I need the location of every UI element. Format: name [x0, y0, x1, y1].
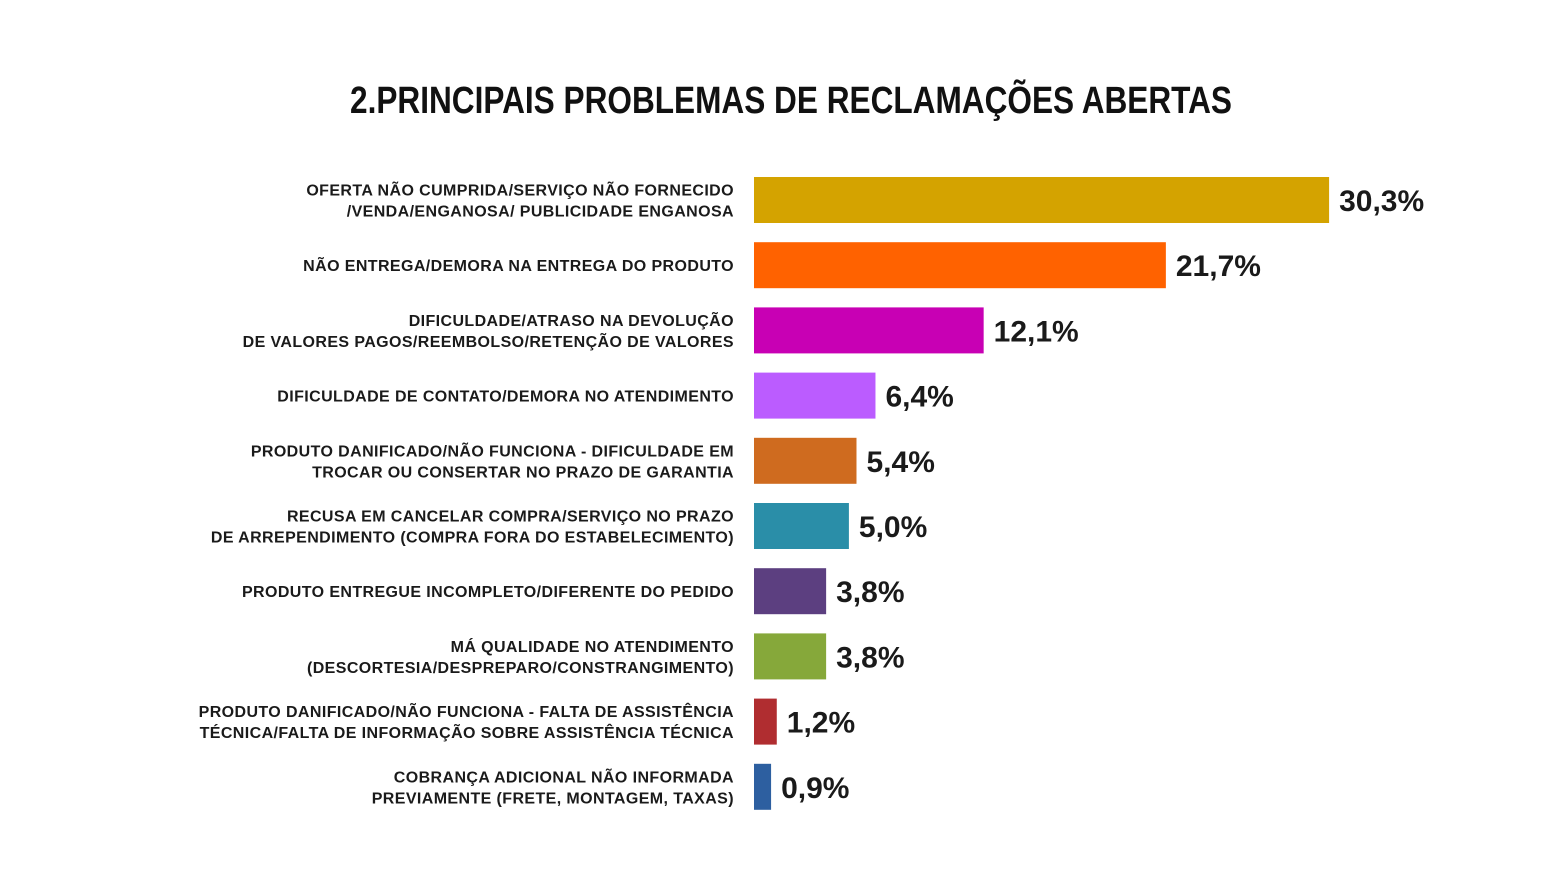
bar: [754, 177, 1330, 223]
category-label: PRODUTO DANIFICADO/NÃO FUNCIONA - DIFICU…: [251, 440, 734, 481]
bar: [754, 372, 876, 419]
category-label: MÁ QUALIDADE NO ATENDIMENTO (DESCORTESIA/…: [307, 637, 734, 677]
value-label: 3,8%: [836, 576, 904, 609]
category-line: DE ARREPENDIMENTO (COMPRA FORA DO ESTABE…: [211, 530, 734, 547]
bar: [754, 698, 777, 745]
bar: [754, 763, 772, 810]
bar: [754, 503, 849, 549]
category-line: PREVIAMENTE (FRETE, MONTAGEM, TAXAS): [372, 790, 734, 807]
category-line: PRODUTO ENTREGUE INCOMPLETO/DIFERENTE DO…: [242, 584, 734, 601]
value-label: 1,2%: [787, 707, 855, 740]
category-label: RECUSA EM CANCELAR COMPRA/SERVIÇO NO PRA…: [211, 509, 734, 547]
category-label: PRODUTO DANIFICADO/NÃO FUNCIONA - FALTA …: [199, 701, 734, 742]
category-line: (DESCORTESIA/DESPREPARO/CONSTRANGIMENTO): [307, 660, 734, 677]
category-label: DIFICULDADE/ATRASO NA DEVOLUÇÃO DE VALORE…: [243, 310, 734, 351]
category-line: TROCAR OU CONSERTAR NO PRAZO DE GARANTIA: [312, 464, 734, 481]
category-line: RECUSA EM CANCELAR COMPRA/SERVIÇO NO PRA…: [287, 509, 734, 526]
value-label: 3,8%: [836, 641, 904, 674]
category-label: DIFICULDADE DE CONTATO/DEMORA NO ATENDIM…: [277, 389, 734, 406]
category-label: NÃO ENTREGA/DEMORA NA ENTREGA DO PRODUTO: [303, 255, 734, 275]
bar: [754, 307, 984, 354]
value-label: 5,4%: [866, 446, 934, 479]
category-line: PRODUTO DANIFICADO/NÃO FUNCIONA - DIFICU…: [251, 440, 734, 460]
chart-title: 2.PRINCIPAIS PROBLEMAS DE RECLAMAÇÕES AB…: [350, 78, 1232, 122]
bar: [754, 242, 1166, 289]
category-line: DIFICULDADE DE CONTATO/DEMORA NO ATENDIM…: [277, 389, 734, 406]
value-label: 12,1%: [994, 315, 1079, 348]
category-line: PRODUTO DANIFICADO/NÃO FUNCIONA - FALTA …: [199, 701, 734, 721]
value-label: 5,0%: [859, 511, 927, 544]
category-label: OFERTA NÃO CUMPRIDA/SERVIÇO NÃO FORNECID…: [306, 180, 734, 221]
bar: [754, 633, 827, 680]
category-line: TÉCNICA/FALTA DE INFORMAÇÃO SOBRE ASSIST…: [200, 722, 734, 742]
value-label: 30,3%: [1339, 185, 1424, 218]
category-line: OFERTA NÃO CUMPRIDA/SERVIÇO NÃO FORNECID…: [306, 180, 734, 200]
category-line: NÃO ENTREGA/DEMORA NA ENTREGA DO PRODUTO: [303, 255, 734, 275]
category-line: /VENDA/ENGANOSA/ PUBLICIDADE ENGANOSA: [347, 204, 734, 221]
category-line: MÁ QUALIDADE NO ATENDIMENTO: [451, 637, 734, 656]
category-label: PRODUTO ENTREGUE INCOMPLETO/DIFERENTE DO…: [242, 584, 734, 601]
category-line: COBRANÇA ADICIONAL NÃO INFORMADA: [394, 766, 734, 786]
value-label: 21,7%: [1176, 250, 1261, 283]
bar: [754, 568, 827, 615]
bar: [754, 437, 857, 484]
value-label: 6,4%: [885, 381, 953, 414]
value-label: 0,9%: [781, 772, 849, 805]
category-line: DE VALORES PAGOS/REEMBOLSO/RETENÇÃO DE V…: [243, 331, 734, 351]
category-label: COBRANÇA ADICIONAL NÃO INFORMADA PREVIAME…: [372, 766, 734, 807]
category-line: DIFICULDADE/ATRASO NA DEVOLUÇÃO: [409, 310, 734, 330]
